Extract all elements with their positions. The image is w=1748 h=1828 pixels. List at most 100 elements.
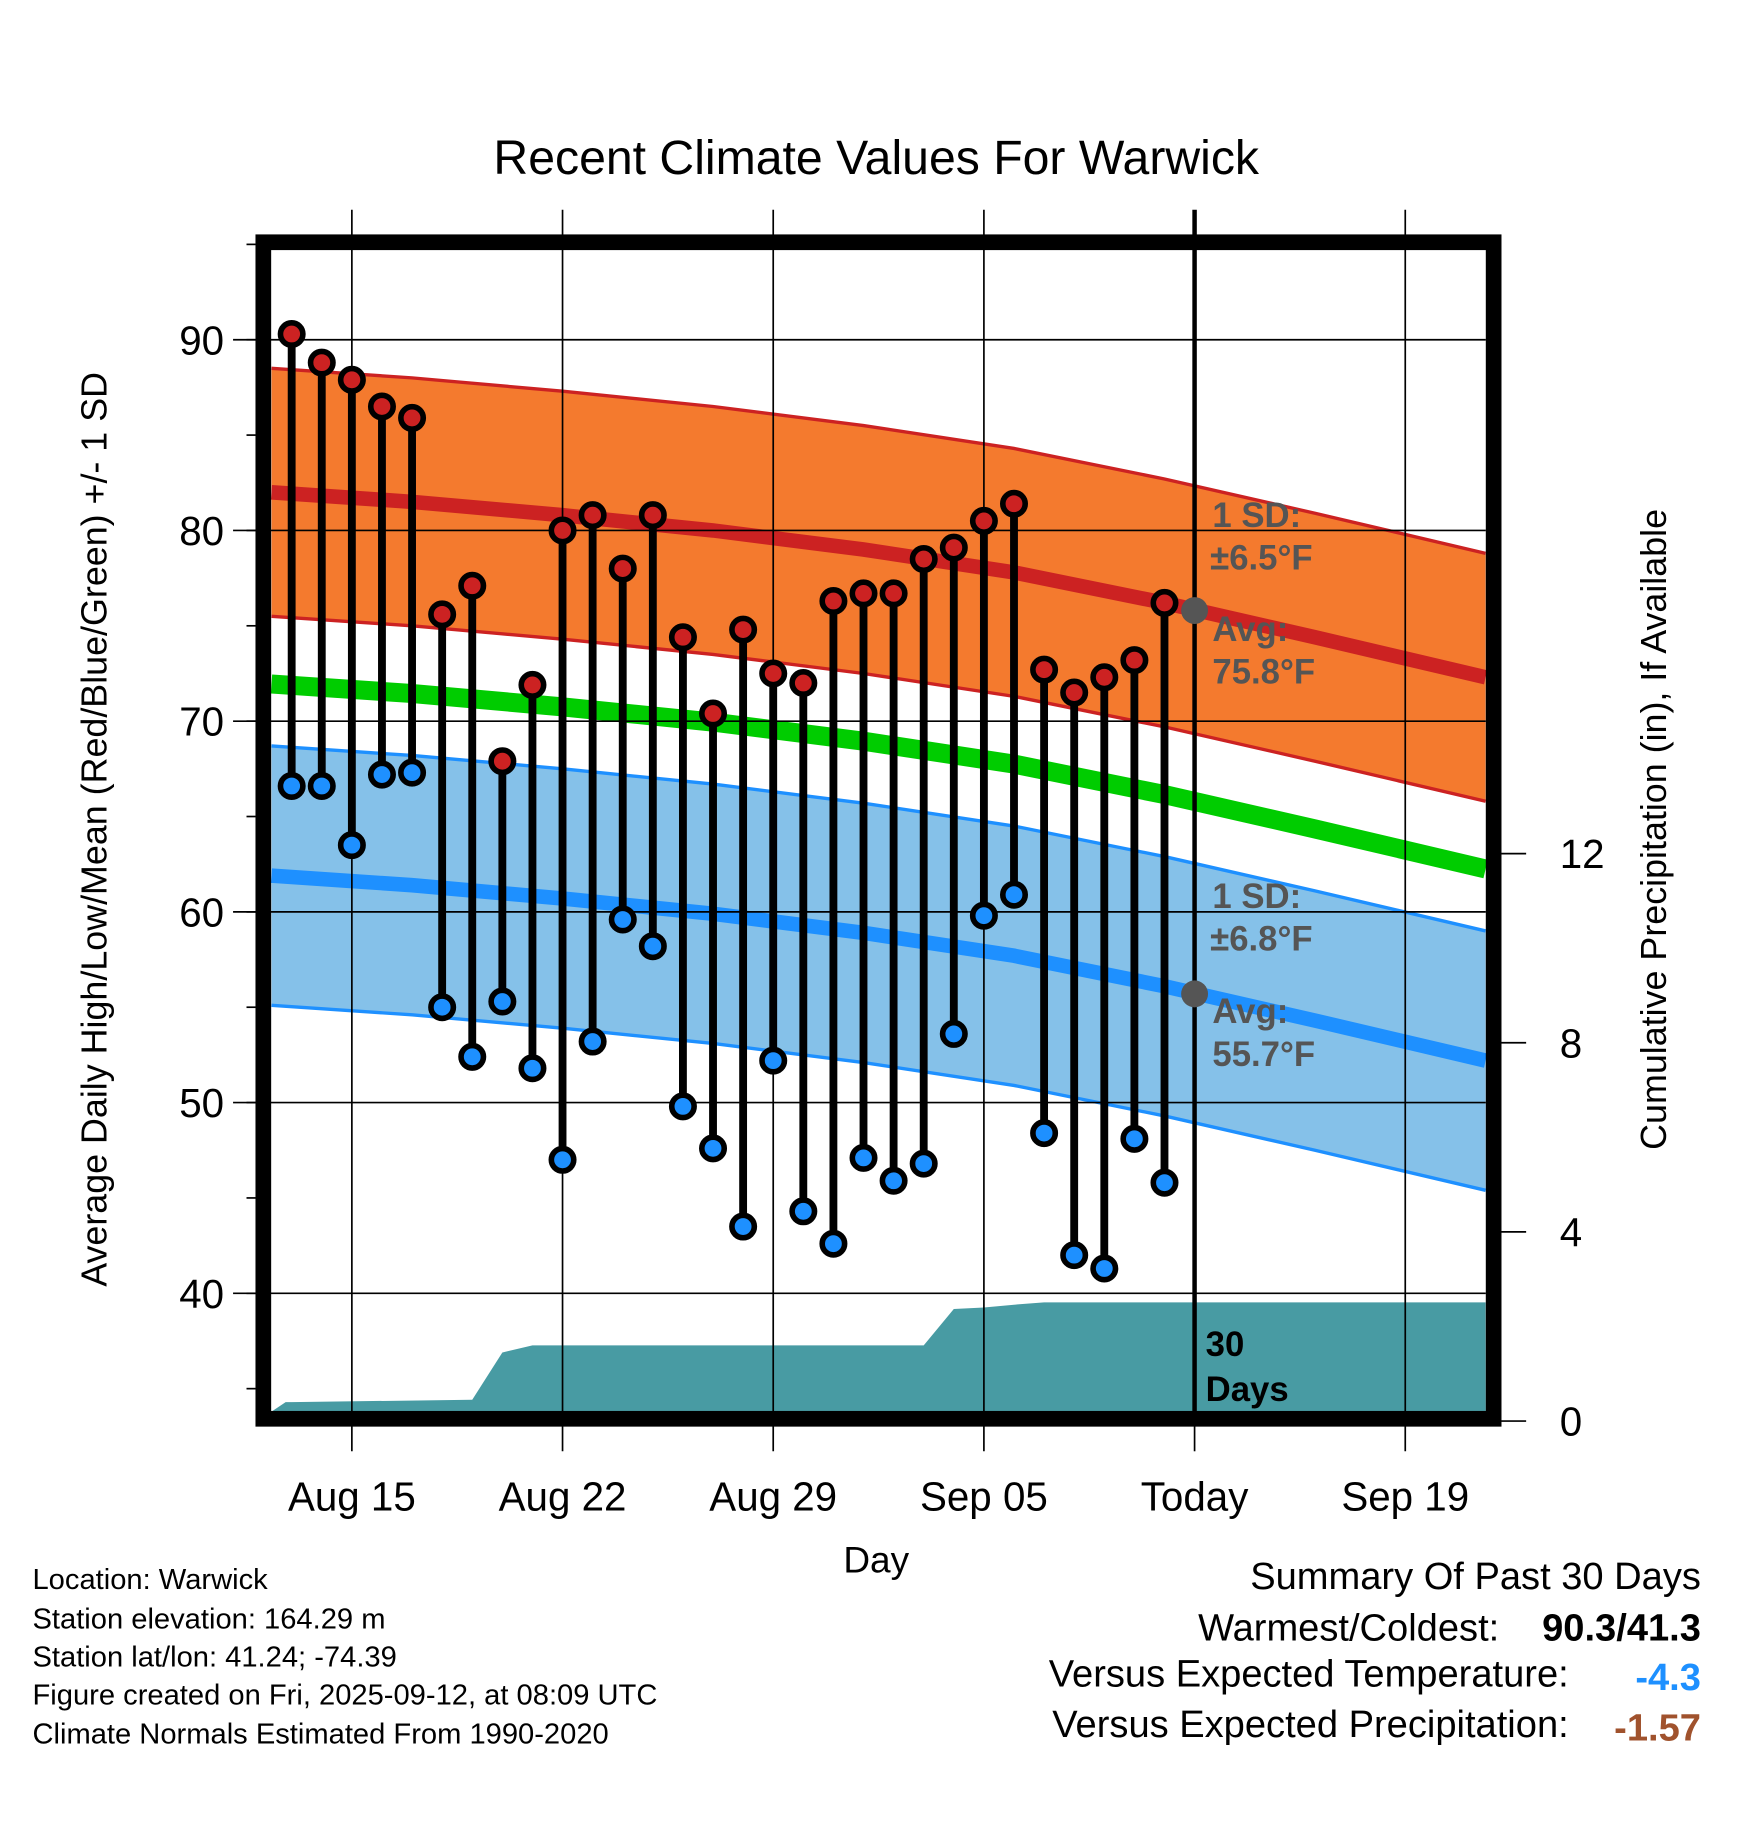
daily-high-point <box>1090 663 1119 692</box>
daily-high-point <box>428 600 457 629</box>
daily-high-point <box>458 571 487 600</box>
daily-low-point <box>638 932 667 961</box>
low-sd-band <box>271 745 1486 1191</box>
y2-tick-label: 0 <box>1560 1399 1582 1445</box>
annotations: 1 SD: ±6.5°F Avg: 75.8°F 1 SD: ±6.8°F Av… <box>1206 497 1315 1409</box>
daily-high-point <box>969 506 998 535</box>
y-tick-label: 90 <box>179 317 224 363</box>
daily-high-point <box>1150 588 1179 617</box>
x-axis-label: Day <box>843 1539 909 1580</box>
precip-period-unit: Days <box>1206 1371 1289 1409</box>
daily-low-point <box>879 1166 908 1195</box>
footer-location: Location: Warwick <box>32 1564 268 1596</box>
daily-high-point <box>518 670 547 699</box>
x-tick-label: Sep 05 <box>920 1474 1048 1520</box>
daily-high-point <box>849 579 878 608</box>
daily-low-point <box>789 1197 818 1226</box>
daily-high-point <box>759 659 788 688</box>
low-avg-value: 55.7°F <box>1212 1036 1315 1074</box>
daily-high-point <box>488 747 517 776</box>
daily-low-point <box>578 1027 607 1056</box>
daily-low-point <box>1120 1124 1149 1153</box>
daily-low-point <box>518 1054 547 1083</box>
daily-high-point <box>879 579 908 608</box>
warmest-coldest-label: Warmest/Coldest: <box>1198 1608 1499 1650</box>
high-avg-value: 75.8°F <box>1212 654 1315 692</box>
y2-tick-label: 12 <box>1560 831 1605 877</box>
low-avg-label: Avg: <box>1212 993 1288 1031</box>
x-tick-label: Aug 29 <box>709 1474 837 1520</box>
daily-high-point <box>668 623 697 652</box>
high-band-upper-edge <box>271 366 1487 555</box>
footer-created: Figure created on Fri, 2025-09-12, at 08… <box>32 1680 657 1712</box>
daily-high-point <box>638 501 667 530</box>
daily-low-point <box>729 1212 758 1241</box>
daily-values <box>277 320 1209 1283</box>
daily-low-point <box>488 987 517 1016</box>
axes: 40 50 60 70 80 90 0 4 8 12 Aug 15 Aug 22 Aug 29 Sep 0… <box>179 243 1605 1520</box>
y-tick-label: 70 <box>179 699 224 745</box>
y2-tick-label: 8 <box>1560 1020 1582 1066</box>
daily-high-point <box>789 669 818 698</box>
y2-axis-label: Cumulative Precipitation (in), If Availa… <box>1634 509 1674 1150</box>
daily-low-point <box>367 760 396 789</box>
high-avg-label: Avg: <box>1212 611 1288 649</box>
low-sd-label: 1 SD: <box>1212 878 1301 916</box>
daily-low-point <box>307 771 336 801</box>
daily-high-point <box>939 533 968 562</box>
daily-high-point <box>608 554 637 583</box>
daily-low-point <box>969 901 998 930</box>
daily-low-point <box>759 1046 788 1075</box>
temp-anomaly-label: Versus Expected Temperature: <box>1049 1654 1569 1696</box>
y-tick-label: 80 <box>179 508 224 554</box>
daily-low-point <box>458 1042 487 1071</box>
chart-title: Recent Climate Values For Warwick <box>493 131 1260 185</box>
daily-low-point <box>428 993 457 1022</box>
daily-high-point <box>729 615 758 644</box>
precip-area <box>271 1302 1486 1413</box>
daily-high-point <box>578 501 607 530</box>
daily-low-point <box>398 758 427 787</box>
precip-period-number: 30 <box>1206 1326 1245 1364</box>
daily-low-point <box>939 1019 968 1048</box>
daily-high-point <box>999 489 1029 518</box>
daily-low-point <box>819 1229 848 1258</box>
precip-anomaly-value: -1.57 <box>1614 1707 1701 1749</box>
today-high-avg-marker <box>1181 597 1209 624</box>
daily-high-point <box>819 587 848 616</box>
y-tick-label: 60 <box>179 889 224 935</box>
daily-high-point <box>1120 646 1149 675</box>
daily-high-point <box>307 348 336 377</box>
daily-high-point <box>398 403 427 432</box>
daily-low-point <box>277 771 306 801</box>
daily-high-point <box>337 365 366 394</box>
daily-low-point <box>1150 1168 1179 1197</box>
daily-low-point <box>1060 1241 1089 1270</box>
today-low-avg-marker <box>1181 980 1209 1008</box>
y-tick-label: 40 <box>179 1271 224 1317</box>
y2-tick-label: 4 <box>1560 1209 1582 1255</box>
daily-high-point <box>1060 678 1089 707</box>
daily-low-point <box>849 1143 878 1172</box>
high-sd-value: ±6.5°F <box>1210 539 1312 577</box>
high-avg-line <box>271 485 1488 685</box>
daily-high-point <box>548 516 577 545</box>
summary-title: Summary Of Past 30 Days <box>1250 1556 1701 1598</box>
daily-high-point <box>1030 655 1059 684</box>
warmest-coldest-value: 90.3/41.3 <box>1542 1608 1701 1650</box>
footer-latlon: Station lat/lon: 41.24; -74.39 <box>32 1641 396 1673</box>
daily-high-point <box>277 320 306 349</box>
x-tick-label: Sep 19 <box>1341 1474 1469 1520</box>
precip-cumulative-area <box>271 1302 1486 1413</box>
daily-high-point <box>909 545 938 574</box>
footer-elevation: Station elevation: 164.29 m <box>32 1603 385 1635</box>
precip-anomaly-label: Versus Expected Precipitation: <box>1052 1704 1568 1746</box>
daily-high-point <box>699 699 728 728</box>
daily-low-point <box>608 905 637 934</box>
x-tick-label: Aug 15 <box>288 1474 416 1520</box>
daily-low-point <box>699 1134 728 1163</box>
high-sd-label: 1 SD: <box>1212 497 1301 535</box>
daily-low-point <box>668 1092 697 1121</box>
footer-normals: Climate Normals Estimated From 1990-2020 <box>32 1719 608 1751</box>
